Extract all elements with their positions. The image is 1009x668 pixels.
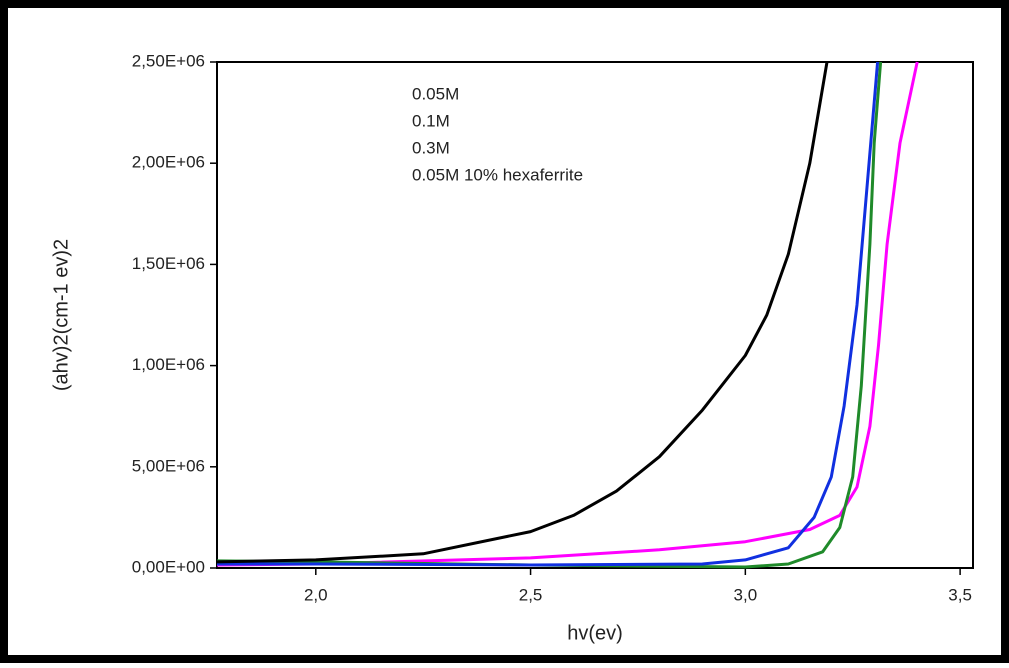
series-line (216, 61, 919, 567)
x-axis-label: hv(ev) (567, 622, 623, 644)
x-tick-label: 3,0 (734, 585, 758, 604)
y-tick-label: 1,00E+06 (132, 355, 205, 374)
y-tick-label: 1,50E+06 (132, 254, 205, 273)
x-tick-label: 3,5 (948, 585, 972, 604)
legend-label: 0.1M (412, 111, 450, 130)
series-line (216, 61, 883, 569)
plot-area (216, 61, 974, 569)
y-axis-label: (ahv)2(cm-1 ev)2 (50, 239, 72, 391)
series-line (217, 61, 880, 567)
legend-label: 0.05M (412, 84, 459, 103)
y-tick-label: 2,50E+06 (132, 51, 205, 70)
y-tick-label: 5,00E+06 (132, 456, 205, 475)
legend-label: 0.05M 10% hexaferrite (412, 165, 583, 184)
series-line (216, 61, 829, 564)
x-tick-label: 2,5 (519, 585, 543, 604)
legend-label: 0.3M (412, 138, 450, 157)
y-tick-label: 0,00E+00 (132, 557, 205, 576)
y-tick-label: 2,00E+06 (132, 153, 205, 172)
x-tick-label: 2,0 (304, 585, 328, 604)
